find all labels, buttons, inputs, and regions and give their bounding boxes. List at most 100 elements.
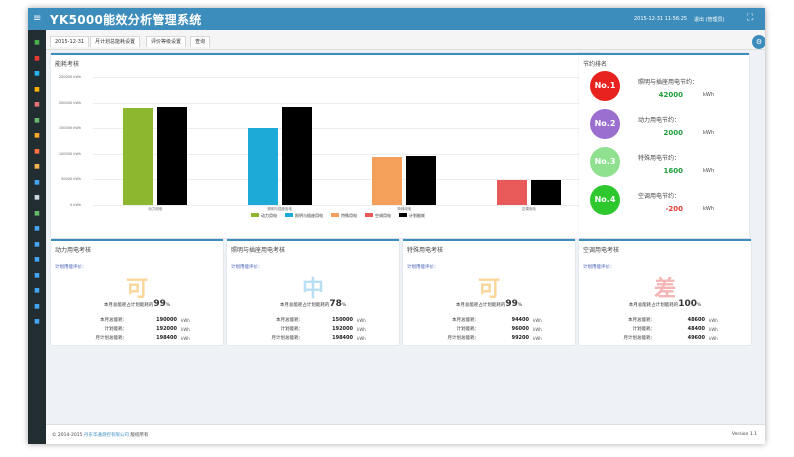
industry-icon[interactable]: ■ <box>34 178 40 186</box>
metric-label: 本月总能耗： <box>628 318 655 323</box>
x-tick-label: 特殊用电 <box>397 207 412 211</box>
metric-value: 192000 <box>156 326 177 332</box>
rights-text: 版权所有 <box>130 433 149 438</box>
version-label: Version 1.1 <box>731 432 757 437</box>
settings-float-button[interactable]: ⚙ <box>752 35 765 49</box>
file-icon[interactable]: ■ <box>34 225 40 232</box>
evaluation-label: 计划用能评价： <box>407 265 439 270</box>
legend-item[interactable]: 计划能耗 <box>399 213 425 219</box>
metric-value: 198400 <box>156 335 177 341</box>
bar-plan[interactable] <box>281 106 312 205</box>
company-link[interactable]: 丹东华通测控有限公司 <box>83 433 129 438</box>
metric-value: 48600 <box>687 317 705 323</box>
tab-evaluation-settings[interactable]: 评价等级设置 <box>146 36 187 47</box>
legend-item[interactable]: 动力用电 <box>251 213 277 219</box>
legend-item[interactable]: 照明与插座用电 <box>285 213 323 219</box>
metric-value: 192000 <box>332 326 353 332</box>
bar-actual[interactable] <box>372 156 403 205</box>
rank-value: -200 <box>665 205 683 213</box>
y-tick-label: 150000 kWh <box>58 126 81 131</box>
metric-unit: kWh <box>709 326 718 332</box>
metric-label: 月计划总能耗： <box>95 336 128 341</box>
x-tick-label: 照明与插座用电 <box>267 207 293 211</box>
circle-icon[interactable]: ■ <box>34 54 40 62</box>
tab-query[interactable]: 查询 <box>190 36 211 47</box>
y-tick-label: 200000 kWh <box>58 100 81 105</box>
pie-icon[interactable]: ■ <box>34 147 40 155</box>
ratio-text: 本月总能耗占计划能耗的99% <box>103 299 171 309</box>
rank-badge: No.1 <box>590 71 620 101</box>
gear-icon[interactable]: ■ <box>34 318 40 325</box>
metric-unit: kWh <box>533 326 542 332</box>
grade-text: 可 <box>477 277 500 302</box>
chart-icon[interactable]: ■ <box>34 101 40 108</box>
bar-actual[interactable] <box>247 128 278 205</box>
y-tick-label: 250000 kWh <box>58 75 81 79</box>
x-tick-label: 空调用电 <box>521 207 536 211</box>
file-icon[interactable]: ■ <box>34 240 40 248</box>
rank-value: 1600 <box>663 167 683 175</box>
bolt-icon[interactable]: ■ <box>34 85 40 93</box>
rank-unit: kWh <box>703 130 715 136</box>
metric-label: 计划能耗： <box>104 327 128 332</box>
folder-icon[interactable]: ■ <box>34 132 40 139</box>
metric-value: 150000 <box>332 317 353 323</box>
metric-value: 48400 <box>687 326 705 332</box>
bar-plan[interactable] <box>530 180 561 205</box>
metric-unit: kWh <box>533 335 542 341</box>
bar-actual[interactable] <box>496 180 527 205</box>
evaluation-label: 计划用能评价： <box>55 265 87 270</box>
assessment-panel: 特殊用电考核 计划用能评价： 可本月总能耗占计划能耗的99% 本月总能耗： 94400 k… <box>403 239 575 345</box>
legend-item[interactable]: 空调用电 <box>365 213 391 219</box>
share-icon[interactable]: ■ <box>34 194 40 201</box>
home-icon[interactable]: ■ <box>34 39 40 46</box>
tab-monthly-plan[interactable]: 月计划总能耗设置 <box>90 36 141 47</box>
ratio-value: 99 <box>153 299 166 309</box>
bar-plan[interactable] <box>157 106 188 205</box>
gridline <box>93 205 591 206</box>
assessment-panel: 照明与插座用电考核 计划用能评价： 中本月总能耗占计划能耗的78% 本月总能耗： 150… <box>227 239 399 345</box>
chart-panel-title: 能耗考核 <box>55 61 80 68</box>
y-tick-label: 0 kWh <box>69 203 81 207</box>
rank-label: 照明与插座用电节约： <box>638 79 699 86</box>
legend-swatch <box>331 213 339 217</box>
y-tick-label: 100000 kWh <box>58 151 81 156</box>
bar-actual[interactable] <box>123 107 154 205</box>
grade-text: 差 <box>653 277 676 302</box>
rank-label: 特殊用电节约： <box>638 155 681 162</box>
app-window: ≡ YK5000能效分析管理系统 2015-12-31 11:56:25 退出 … <box>28 8 765 444</box>
building-icon[interactable]: ■ <box>34 163 40 170</box>
energy-chart-panel: 能耗考核 250000 kWh 200000 kWh 150000 kWh 10000… <box>51 53 601 238</box>
legend-label: 特殊用电 <box>341 213 357 218</box>
legend-item[interactable]: 特殊用电 <box>331 213 357 219</box>
rank-label: 动力用电节约： <box>638 117 681 124</box>
trend-icon[interactable]: ■ <box>34 116 40 124</box>
assessment-title: 特殊用电考核 <box>407 247 444 254</box>
metric-unit: kWh <box>181 326 190 332</box>
user-icon[interactable]: ■ <box>34 302 40 310</box>
grade-text: 可 <box>125 277 148 302</box>
rank-badge: No.4 <box>590 185 620 215</box>
doc-icon[interactable]: ■ <box>34 209 40 217</box>
legend-swatch <box>365 213 373 217</box>
file-icon[interactable]: ■ <box>34 271 40 279</box>
tab-date[interactable]: 2015-12-31 <box>50 36 90 47</box>
menu-toggle-icon[interactable]: ≡ <box>33 13 42 24</box>
assessment-title: 照明与插座用电考核 <box>231 247 286 254</box>
fullscreen-icon[interactable]: ⛶ <box>747 13 754 23</box>
metric-value: 94400 <box>511 317 529 323</box>
assessment-title: 动力用电考核 <box>55 247 92 254</box>
logout-link[interactable]: 退出 (管理员) <box>694 17 725 23</box>
copyright-year: © 2014-2015 <box>52 433 83 438</box>
ratio-value: 78 <box>329 299 342 309</box>
app-title: YK5000能效分析管理系统 <box>50 13 202 27</box>
metric-label: 月计划总能耗： <box>271 336 304 341</box>
file-icon[interactable]: ■ <box>34 287 40 294</box>
file-icon[interactable]: ■ <box>34 256 40 263</box>
x-tick-label: 动力用电 <box>148 207 163 211</box>
rank-unit: kWh <box>703 168 715 174</box>
metric-label: 计划能耗： <box>280 327 304 332</box>
metric-label: 本月总能耗： <box>276 318 303 323</box>
bar-plan[interactable] <box>406 155 437 205</box>
ring-icon[interactable]: ■ <box>34 70 40 77</box>
